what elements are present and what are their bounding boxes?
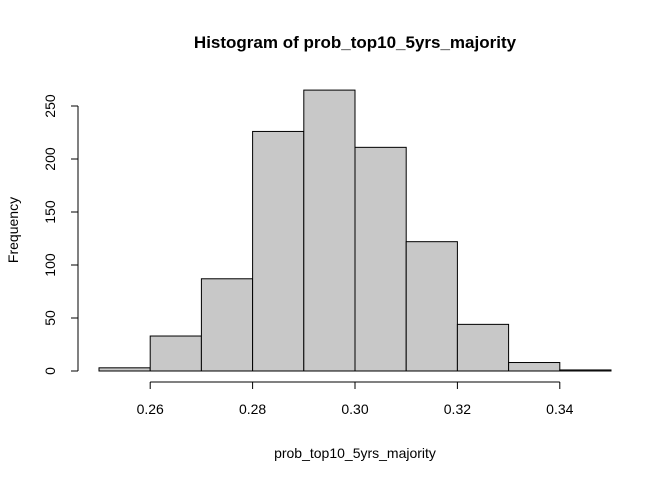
- x-tick-label: 0.34: [546, 401, 573, 417]
- histogram-bar: [456, 323, 510, 372]
- y-tick-label: 150: [42, 200, 58, 224]
- histogram-bar: [405, 241, 458, 372]
- histogram-bar: [508, 362, 561, 372]
- x-tick-label: 0.30: [341, 401, 368, 417]
- x-tick-label: 0.32: [444, 401, 471, 417]
- y-tick-label: 0: [42, 367, 58, 375]
- histogram-bar: [559, 369, 612, 372]
- y-axis: 0 50 100 150 200 250: [42, 94, 79, 375]
- x-tick-label: 0.26: [137, 401, 164, 417]
- y-tick-label: 200: [42, 147, 58, 171]
- histogram-bar: [200, 278, 254, 372]
- x-tick-label: 0.28: [239, 401, 266, 417]
- y-tick-label: 100: [42, 253, 58, 277]
- histogram-bar: [252, 130, 305, 372]
- y-tick-label: 250: [42, 94, 58, 118]
- x-axis-label: prob_top10_5yrs_majority: [274, 445, 436, 461]
- bars-group: [98, 89, 612, 372]
- y-axis-label: Frequency: [5, 197, 21, 263]
- histogram-bar: [149, 335, 202, 372]
- chart-title: Histogram of prob_top10_5yrs_majority: [194, 33, 517, 52]
- histogram-bar: [354, 146, 407, 372]
- histogram-bar: [98, 367, 151, 372]
- histogram-bar: [303, 89, 356, 372]
- y-tick-label: 50: [42, 310, 58, 326]
- x-axis: 0.26 0.28 0.30 0.32 0.34: [137, 381, 574, 417]
